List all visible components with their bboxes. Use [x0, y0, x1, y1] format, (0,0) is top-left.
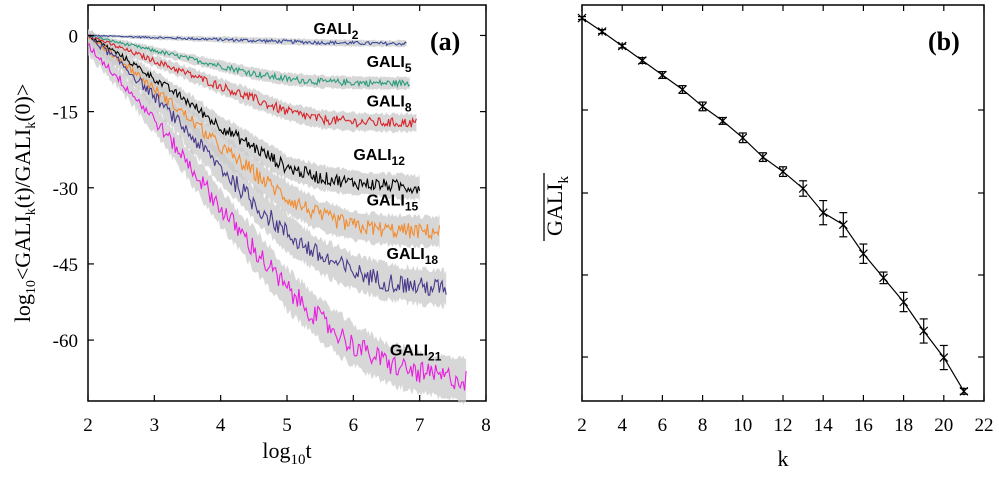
panel-a-x-tick-label: 2 — [83, 415, 93, 436]
panel-b-x-tick-label: 8 — [698, 415, 708, 436]
series-label-gali5: GALI5 — [367, 54, 412, 75]
series-label-gali18: GALI18 — [387, 246, 439, 267]
panel-b-point — [919, 318, 929, 344]
series-line-gali8 — [87, 35, 417, 128]
panel-b-point — [939, 344, 949, 371]
panel-b-series-line — [581, 17, 965, 392]
series-label-gali2: GALI2 — [314, 21, 359, 42]
panel-b-point — [959, 386, 969, 396]
panel-b-point — [637, 56, 647, 65]
panel-b-point — [798, 180, 808, 197]
panel-b-x-tick-label: 4 — [617, 415, 627, 436]
panel-b-x-tick-label: 18 — [894, 415, 913, 436]
panel-b-point — [758, 152, 768, 163]
panel-b-point — [577, 13, 587, 23]
panel-a-x-tick-label: 4 — [216, 415, 226, 436]
panel-b-x-tick-label: 2 — [577, 415, 587, 436]
series-line-gali2 — [87, 34, 407, 47]
panel-b-point — [718, 116, 728, 126]
panel-b-point — [879, 271, 888, 285]
panel-a-tag: (a) — [430, 27, 460, 56]
panel-a-y-tick-label: -45 — [53, 255, 78, 276]
panel-b-point — [818, 199, 828, 226]
panel-a-x-tick-label: 7 — [415, 415, 425, 436]
panel-b-y-axis-label: GALIk — [542, 173, 572, 241]
panel-b-point — [838, 212, 848, 238]
panel-a-y-tick-label: -30 — [53, 179, 78, 200]
panel-b-point — [617, 41, 627, 51]
series-line-gali12 — [87, 34, 421, 195]
panel-a-y-tick-label: -15 — [53, 103, 78, 124]
series-label-gali8: GALI8 — [367, 94, 412, 115]
panel-b-tag: (b) — [928, 27, 960, 56]
panel-b-x-tick-label: 6 — [658, 415, 668, 436]
panel-b-x-axis-label: k — [778, 446, 789, 471]
panel-b-x-tick-label: 16 — [854, 415, 873, 436]
panel-a-x-axis-label: log10t — [262, 438, 311, 468]
panel-b-series — [577, 13, 969, 396]
series-noise-band — [88, 33, 410, 91]
panel-a-series-labels: GALI2 GALI5 GALI8 GALI12 GALI15 GALI18 GALI21 — [314, 21, 442, 363]
panel-a-x-tick-label: 5 — [282, 415, 292, 436]
panel-a-series-lines — [87, 34, 467, 391]
panel-b-point — [778, 166, 788, 178]
svg-text:GALIk: GALIk — [542, 175, 572, 236]
panel-b: 2 4 6 8 10 12 14 16 18 20 22 (b) k GALIk — [542, 4, 994, 471]
panel-b-x-tick-label: 20 — [934, 415, 953, 436]
panel-b-point — [657, 70, 667, 80]
panel-b-x-tick-label: 12 — [774, 415, 793, 436]
panel-a-ticks: 2 3 4 5 6 7 8 0 -15 -30 -45 -60 — [53, 5, 491, 436]
panel-a-x-tick-label: 3 — [150, 415, 160, 436]
panel-a-y-axis-label: log10<GALIk(t)/GALIk(0)> — [10, 84, 39, 323]
panel-b-point — [899, 291, 909, 313]
panel-b-point — [597, 27, 607, 36]
series-label-gali21: GALI21 — [390, 342, 442, 363]
panel-b-point — [858, 243, 868, 264]
panel-a-y-tick-label: 0 — [69, 26, 79, 47]
panel-b-point — [738, 132, 748, 144]
panel-a-x-tick-label: 6 — [349, 415, 359, 436]
panel-a-x-tick-label: 8 — [481, 415, 491, 436]
panel-b-x-tick-label: 22 — [975, 415, 994, 436]
series-line-gali15 — [87, 35, 441, 241]
series-line-gali5 — [87, 34, 411, 89]
panel-b-point — [698, 101, 708, 112]
series-label-gali12: GALI12 — [353, 147, 405, 168]
panel-a-y-tick-label: -60 — [53, 331, 78, 352]
series-line-gali21 — [87, 43, 467, 391]
panel-b-point — [678, 85, 687, 94]
series-label-gali15: GALI15 — [367, 193, 419, 214]
panel-b-x-tick-label: 10 — [733, 415, 752, 436]
series-line-gali18 — [87, 34, 447, 296]
panel-b-x-tick-label: 14 — [814, 415, 834, 436]
panel-a: 2 3 4 5 6 7 80-15-30-45-60 GALI2GALI5GALI8GALI… — [10, 4, 491, 468]
panel-b-ticks: 2 4 6 8 10 12 14 16 18 20 22 — [577, 5, 994, 436]
